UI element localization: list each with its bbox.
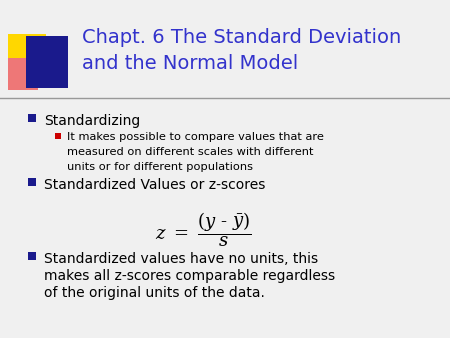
Bar	[8, 34, 46, 72]
Text: Standardized values have no units, this: Standardized values have no units, this	[44, 252, 318, 266]
Text: $z\ =\ \dfrac{(y\ \text{-}\ \bar{y})}{s}$: $z\ =\ \dfrac{(y\ \text{-}\ \bar{y})}{s}…	[155, 211, 252, 249]
Bar	[28, 114, 36, 122]
Bar	[26, 36, 68, 88]
Text: Standardizing: Standardizing	[44, 114, 140, 128]
Bar	[28, 252, 36, 260]
Text: Chapt. 6 The Standard Deviation: Chapt. 6 The Standard Deviation	[82, 28, 401, 47]
Text: It makes possible to compare values that are: It makes possible to compare values that…	[67, 132, 324, 142]
Text: units or for different populations: units or for different populations	[67, 162, 253, 172]
Text: and the Normal Model: and the Normal Model	[82, 54, 298, 73]
Bar	[55, 133, 61, 139]
Bar	[28, 178, 36, 186]
Text: of the original units of the data.: of the original units of the data.	[44, 286, 265, 300]
Text: Standardized Values or z-scores: Standardized Values or z-scores	[44, 178, 266, 192]
Text: measured on different scales with different: measured on different scales with differ…	[67, 147, 314, 157]
Bar	[8, 58, 38, 90]
Text: makes all z-scores comparable regardless: makes all z-scores comparable regardless	[44, 269, 335, 283]
